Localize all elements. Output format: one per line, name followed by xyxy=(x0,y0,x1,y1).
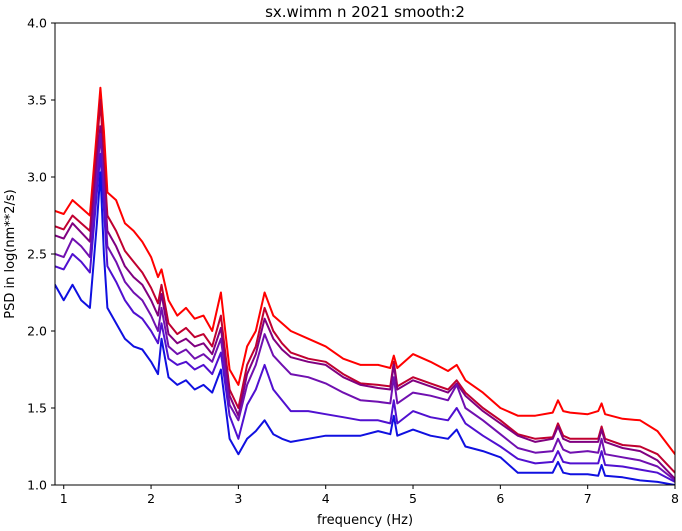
series-line-6 xyxy=(55,171,675,485)
x-tick-label: 8 xyxy=(671,491,679,506)
x-axis-label: frequency (Hz) xyxy=(317,513,413,528)
y-tick-label: 1.5 xyxy=(27,401,47,416)
x-tick-label: 7 xyxy=(584,491,592,506)
series-line-2 xyxy=(55,99,675,474)
y-tick-label: 3.5 xyxy=(27,93,47,108)
y-axis: 1.0 1.5 2.0 2.5 3.0 3.5 4.0 xyxy=(27,16,55,493)
y-tick-label: 3.0 xyxy=(27,170,47,185)
y-tick-label: 4.0 xyxy=(27,16,47,31)
y-tick-label: 2.5 xyxy=(27,247,47,262)
x-tick-label: 3 xyxy=(234,491,242,506)
series-line-1 xyxy=(55,86,675,456)
series-line-5 xyxy=(55,152,675,483)
x-tick-label: 2 xyxy=(147,491,155,506)
x-tick-label: 6 xyxy=(496,491,504,506)
x-axis: 1 2 3 4 5 6 7 8 xyxy=(60,485,679,506)
y-tick-label: 1.0 xyxy=(27,478,47,493)
x-tick-label: 4 xyxy=(322,491,330,506)
chart-title: sx.wimm n 2021 smooth:2 xyxy=(265,3,465,21)
y-tick-label: 2.0 xyxy=(27,324,47,339)
series-line-4 xyxy=(55,132,675,482)
x-tick-label: 5 xyxy=(409,491,417,506)
x-tick-label: 1 xyxy=(60,491,68,506)
series-group xyxy=(55,86,675,485)
y-axis-label: PSD in log(nm**2/s) xyxy=(3,189,18,319)
series-line-3 xyxy=(55,125,675,480)
